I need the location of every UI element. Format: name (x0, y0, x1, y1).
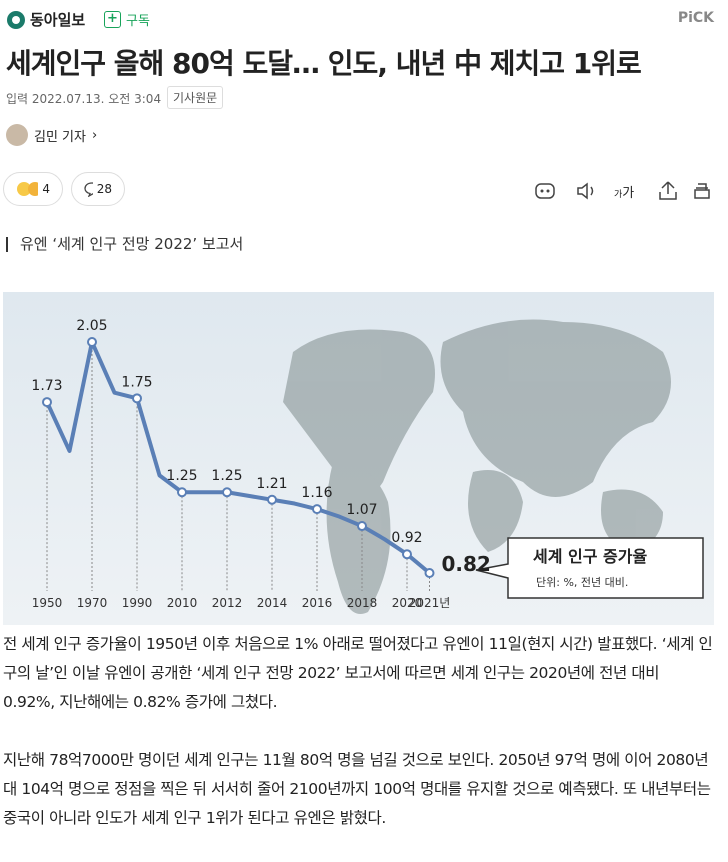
legend-unit: 단위: %, 전년 대비. (536, 576, 628, 589)
avatar (6, 124, 28, 146)
value-label: 0.82 (442, 552, 491, 576)
print-icon[interactable] (694, 183, 710, 199)
value-label: 1.07 (346, 502, 377, 518)
chart: 세계 인구 증가율 단위: %, 전년 대비. 1950 1970 1990 2010… (3, 292, 714, 625)
font-large: 가 (622, 186, 635, 201)
point (87, 337, 97, 347)
article-body: 전 세계 인구 증가율이 1950년 이후 처음으로 1% 아래로 떨어졌다고 … (3, 630, 715, 862)
subscribe-label: 구독 (126, 14, 150, 29)
x-tick-label: 2012 (212, 596, 243, 610)
x-tick-label: 2018 (347, 596, 378, 610)
value-label: 1.73 (31, 378, 62, 394)
reaction-count: 4 (42, 182, 50, 196)
x-tick-label: 2010 (167, 596, 198, 610)
legend-title: 세계 인구 증가율 (533, 547, 647, 566)
point (312, 504, 322, 515)
point (177, 487, 187, 498)
plus-icon: + (104, 11, 121, 28)
article-subtitle: 유엔 ‘세계 인구 전망 2022’ 보고서 (6, 237, 243, 252)
x-tick-label: 2020 (392, 596, 423, 610)
x-tick-label: 1970 (77, 596, 108, 610)
pick-label: PiCK (677, 10, 714, 26)
legend-box (475, 537, 704, 599)
audio-icon[interactable] (577, 182, 594, 200)
value-label: 1.16 (301, 485, 332, 501)
logo-text: 동아일보 (30, 11, 86, 29)
point (424, 568, 435, 578)
reporter-name: 김민 기자 (34, 129, 86, 145)
point (132, 393, 142, 404)
point (222, 487, 232, 498)
value-label: 0.92 (391, 530, 422, 546)
emoji-icon (17, 182, 39, 196)
x-tick-label: 2021년 (409, 596, 451, 610)
value-label: 2.05 (76, 318, 107, 334)
reaction-button[interactable]: 4 (3, 172, 63, 206)
point (267, 494, 277, 505)
paragraph: 지난해 78억7000만 명이던 세계 인구는 11월 80억 명을 넘길 것으… (3, 751, 711, 827)
robot-icon[interactable] (535, 183, 555, 199)
reporter[interactable]: 김민 기자 › (6, 124, 97, 146)
date: 입력 2022.07.13. 오전 3:04 (6, 92, 162, 106)
original-link[interactable]: 기사원문 (167, 86, 224, 109)
x-tick-label: 1950 (32, 596, 63, 610)
logo-icon (7, 10, 25, 29)
point (42, 397, 52, 408)
x-tick-label: 1990 (122, 596, 153, 610)
value-label: 1.25 (211, 468, 242, 484)
comment-button[interactable]: 28 (71, 172, 125, 206)
point (357, 521, 367, 532)
logo[interactable]: 동아일보 (6, 9, 85, 30)
font-small: 가 (614, 190, 623, 200)
subscribe-button[interactable]: + 구독 (104, 10, 150, 29)
point (402, 549, 412, 560)
chevron: › (91, 127, 98, 143)
value-label: 1.21 (256, 476, 287, 492)
x-tick-label: 2014 (257, 596, 288, 610)
comment-icon (84, 182, 93, 197)
page: 동아일보 + 구독 PiCK 세계인구 올해 80억 도달… 인도, 내년 中 제… (3, 9, 714, 827)
paragraph: 전 세계 인구 증가율이 1950년 이후 처음으로 1% 아래로 떨어졌다고 … (3, 635, 713, 711)
article-title: 세계인구 올해 80억 도달… 인도, 내년 中 제치고 1위로 (6, 47, 642, 80)
share-icon[interactable] (659, 181, 677, 200)
comment-count: 28 (96, 182, 112, 196)
toolbar (535, 181, 710, 200)
world-map-decoration (283, 319, 671, 614)
x-tick-label: 2016 (302, 596, 333, 610)
value-label: 1.25 (166, 468, 197, 484)
font-size-button[interactable]: 가가 (614, 182, 634, 201)
value-label: 1.75 (121, 374, 152, 390)
